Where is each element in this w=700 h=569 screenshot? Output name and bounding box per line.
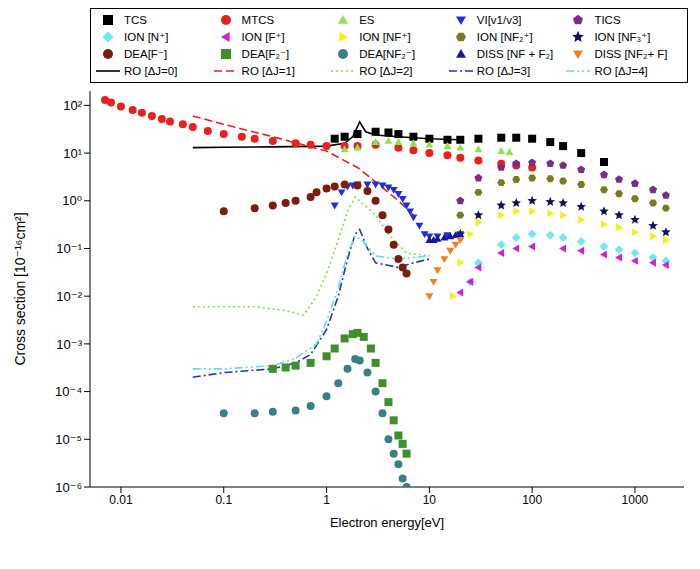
html-text:ION [NF₂⁺]: ION [NF₂⁺] [476, 31, 533, 43]
svg-text:0.01: 0.01 [109, 493, 133, 507]
html-text:MTCS: MTCS [241, 14, 275, 26]
html-text:DISS [NF₂+ F]: DISS [NF₂+ F] [594, 48, 668, 60]
svg-text:10⁻³: 10⁻³ [56, 337, 82, 352]
html-text:RO [ΔJ=0]: RO [ΔJ=0] [124, 65, 178, 77]
svg-text:10⁻⁵: 10⁻⁵ [55, 432, 82, 447]
html-text:DISS [NF + F₂]: DISS [NF + F₂] [476, 48, 554, 60]
html-text:RO [ΔJ=3]: RO [ΔJ=3] [476, 65, 531, 77]
html-text:VI[v1/v3]: VI[v1/v3] [476, 14, 522, 26]
svg-text:Electron energy[eV]: Electron energy[eV] [330, 515, 444, 530]
html-text:ION [F⁺]: ION [F⁺] [241, 31, 285, 43]
svg-text:100: 100 [522, 493, 542, 507]
html-text:ION [NF₃⁺]: ION [NF₃⁺] [594, 31, 651, 43]
html-text:DEA[NF₂⁻]: DEA[NF₂⁻] [359, 48, 416, 60]
html-text:RO [ΔJ=2]: RO [ΔJ=2] [359, 65, 413, 77]
svg-text:10¹: 10¹ [63, 146, 82, 161]
html-text:RO [ΔJ=1]: RO [ΔJ=1] [241, 65, 295, 77]
svg-text:10⁻¹: 10⁻¹ [56, 241, 82, 256]
svg-text:10⁻⁴: 10⁻⁴ [55, 384, 82, 399]
html-text:ES: ES [359, 14, 375, 26]
html-text:TICS: TICS [594, 14, 621, 26]
svg-text:1: 1 [323, 493, 330, 507]
html-text:RO [ΔJ=4]: RO [ΔJ=4] [594, 65, 648, 77]
svg-text:10: 10 [423, 493, 437, 507]
svg-text:10⁻²: 10⁻² [56, 289, 82, 304]
html-text:ION [N⁺]: ION [N⁺] [124, 31, 169, 43]
svg-text:10⁰: 10⁰ [62, 193, 82, 208]
html-text:TCS: TCS [124, 14, 147, 26]
svg-text:10²: 10² [63, 98, 82, 113]
svg-text:0.1: 0.1 [215, 493, 232, 507]
html-text:ION [NF⁺]: ION [NF⁺] [359, 31, 411, 43]
svg-text:1000: 1000 [622, 493, 649, 507]
html-text:DEA[F⁻]: DEA[F⁻] [124, 48, 168, 60]
svg-text:Cross section [10⁻¹⁶cm²]: Cross section [10⁻¹⁶cm²] [12, 212, 28, 365]
html-text:DEA[F₂⁻]: DEA[F₂⁻] [241, 48, 290, 60]
svg-text:10⁻⁶: 10⁻⁶ [55, 480, 82, 495]
